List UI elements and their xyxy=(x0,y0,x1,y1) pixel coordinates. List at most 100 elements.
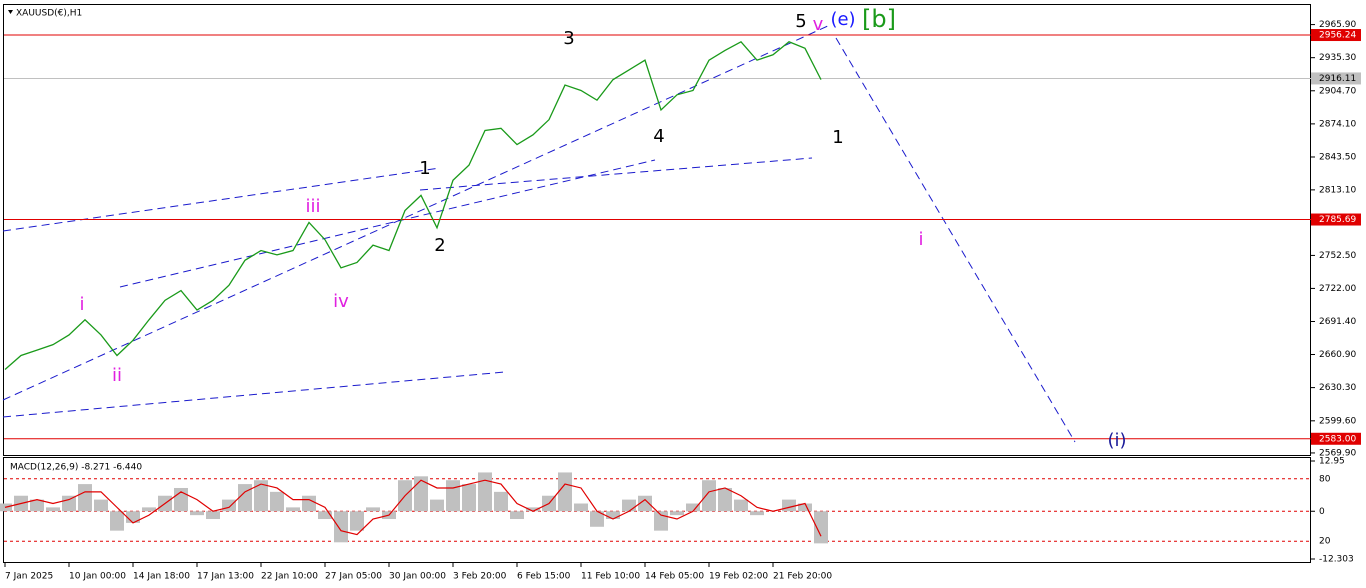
macd-bar xyxy=(286,507,300,512)
wave-label: i xyxy=(918,229,923,250)
trend-line xyxy=(119,159,656,288)
macd-bar xyxy=(78,484,92,512)
chart-title: XAUUSD(€),H1 xyxy=(16,9,82,19)
x-tick-label: 19 Feb 02:00 xyxy=(709,572,768,582)
wave-label: v xyxy=(813,14,824,35)
price-line xyxy=(4,40,822,371)
macd-bar xyxy=(350,511,364,531)
wave-label: [b] xyxy=(862,5,896,33)
x-tick-label: 14 Feb 05:00 xyxy=(645,572,704,582)
macd-title: MACD(12,26,9) -8.271 -6.440 xyxy=(10,463,142,473)
macd-bar xyxy=(110,511,124,531)
y-tick-label: 2599.60 xyxy=(1319,416,1356,426)
x-tick-label: 14 Jan 18:00 xyxy=(133,572,190,582)
level-box xyxy=(1311,72,1361,85)
macd-bar xyxy=(670,511,684,516)
level-box xyxy=(1311,432,1361,445)
trend-line xyxy=(2,167,441,232)
x-tick-label: 3 Feb 20:00 xyxy=(453,572,507,582)
macd-bar xyxy=(446,480,460,512)
macd-bar xyxy=(494,491,508,512)
macd-bar xyxy=(142,507,156,512)
wave-label: ii xyxy=(112,365,122,386)
x-tick-label: 6 Feb 15:00 xyxy=(517,572,571,582)
y-tick-label: 2569.90 xyxy=(1319,448,1356,458)
y-tick-label: 2752.50 xyxy=(1319,251,1356,261)
macd-bar xyxy=(62,495,76,512)
menu-arrow[interactable] xyxy=(8,10,13,14)
y2-tick-label: 80 xyxy=(1319,474,1331,484)
wave-label: 2 xyxy=(434,235,445,256)
macd-bar xyxy=(622,499,636,512)
level-box xyxy=(1311,213,1361,226)
y-tick-label: 2965.90 xyxy=(1319,20,1356,30)
x-tick-label: 21 Feb 20:00 xyxy=(773,572,832,582)
macd-bar xyxy=(462,484,476,512)
y-tick-label: 2630.30 xyxy=(1319,383,1356,393)
x-tick-label: 7 Jan 2025 xyxy=(5,572,53,582)
wave-label: 1 xyxy=(419,158,430,179)
macd-bar xyxy=(190,511,204,516)
macd-bar xyxy=(318,511,332,520)
trend-line xyxy=(419,157,813,191)
macd-bar xyxy=(702,480,716,512)
level-label: 2583.00 xyxy=(1319,434,1356,444)
wave-label: 4 xyxy=(653,126,664,147)
level-label: 2785.69 xyxy=(1319,215,1356,225)
macd-bar xyxy=(366,507,380,512)
trend-lines xyxy=(2,24,1076,443)
macd-bar xyxy=(782,499,796,512)
wave-label: iii xyxy=(305,196,320,217)
y-tick-label: -12.303 xyxy=(1319,555,1354,565)
y-tick-label: 2935.30 xyxy=(1319,53,1356,63)
y2-tick-label: 20 xyxy=(1319,537,1331,547)
wave-label: 1 xyxy=(832,127,843,148)
macd-bar xyxy=(686,503,700,512)
macd-bar xyxy=(430,499,444,512)
macd-bar xyxy=(30,499,44,512)
y-tick-label: 2843.50 xyxy=(1319,152,1356,162)
macd-bar xyxy=(590,511,604,527)
trend-line xyxy=(2,24,831,401)
macd-bar xyxy=(302,495,316,512)
macd-bar xyxy=(414,476,428,512)
level-label: 2916.11 xyxy=(1319,74,1356,84)
price-panel xyxy=(3,4,1311,456)
y-tick-label: 2904.70 xyxy=(1319,86,1356,96)
macd-bar xyxy=(478,472,492,512)
macd-bar xyxy=(238,484,252,512)
macd-bar xyxy=(798,503,812,512)
trend-line xyxy=(2,371,506,418)
macd-bar xyxy=(254,480,268,512)
y-tick-label: 2874.10 xyxy=(1319,119,1356,129)
macd-bar xyxy=(558,472,572,512)
macd-bar xyxy=(750,511,764,516)
macd-bar xyxy=(206,511,220,520)
y-tick-label: 0 xyxy=(1319,507,1325,517)
x-tick-label: 10 Jan 00:00 xyxy=(69,572,126,582)
macd-bar xyxy=(654,511,668,531)
x-tick-label: 17 Jan 13:00 xyxy=(197,572,254,582)
x-tick-label: 30 Jan 00:00 xyxy=(389,572,446,582)
x-tick-label: 27 Jan 05:00 xyxy=(325,572,382,582)
wave-label: (e) xyxy=(830,9,855,30)
y-tick-label: 2813.10 xyxy=(1319,185,1356,195)
macd-bar xyxy=(222,499,236,512)
macd-bar xyxy=(270,491,284,512)
macd-bar xyxy=(814,511,828,544)
macd-bar xyxy=(574,503,588,512)
y-tick-label: 12.95 xyxy=(1319,457,1345,467)
macd-bar xyxy=(334,511,348,543)
x-tick-label: 11 Feb 10:00 xyxy=(581,572,640,582)
macd-bar xyxy=(734,499,748,512)
macd-bar xyxy=(46,507,60,512)
wave-label: 3 xyxy=(563,28,574,49)
wave-label: 5 xyxy=(795,11,806,32)
macd-bar xyxy=(718,487,732,512)
macd-bar xyxy=(526,507,540,512)
macd-bar xyxy=(126,511,140,523)
x-tick-label: 22 Jan 10:00 xyxy=(261,572,318,582)
wave-label: iv xyxy=(333,291,349,312)
